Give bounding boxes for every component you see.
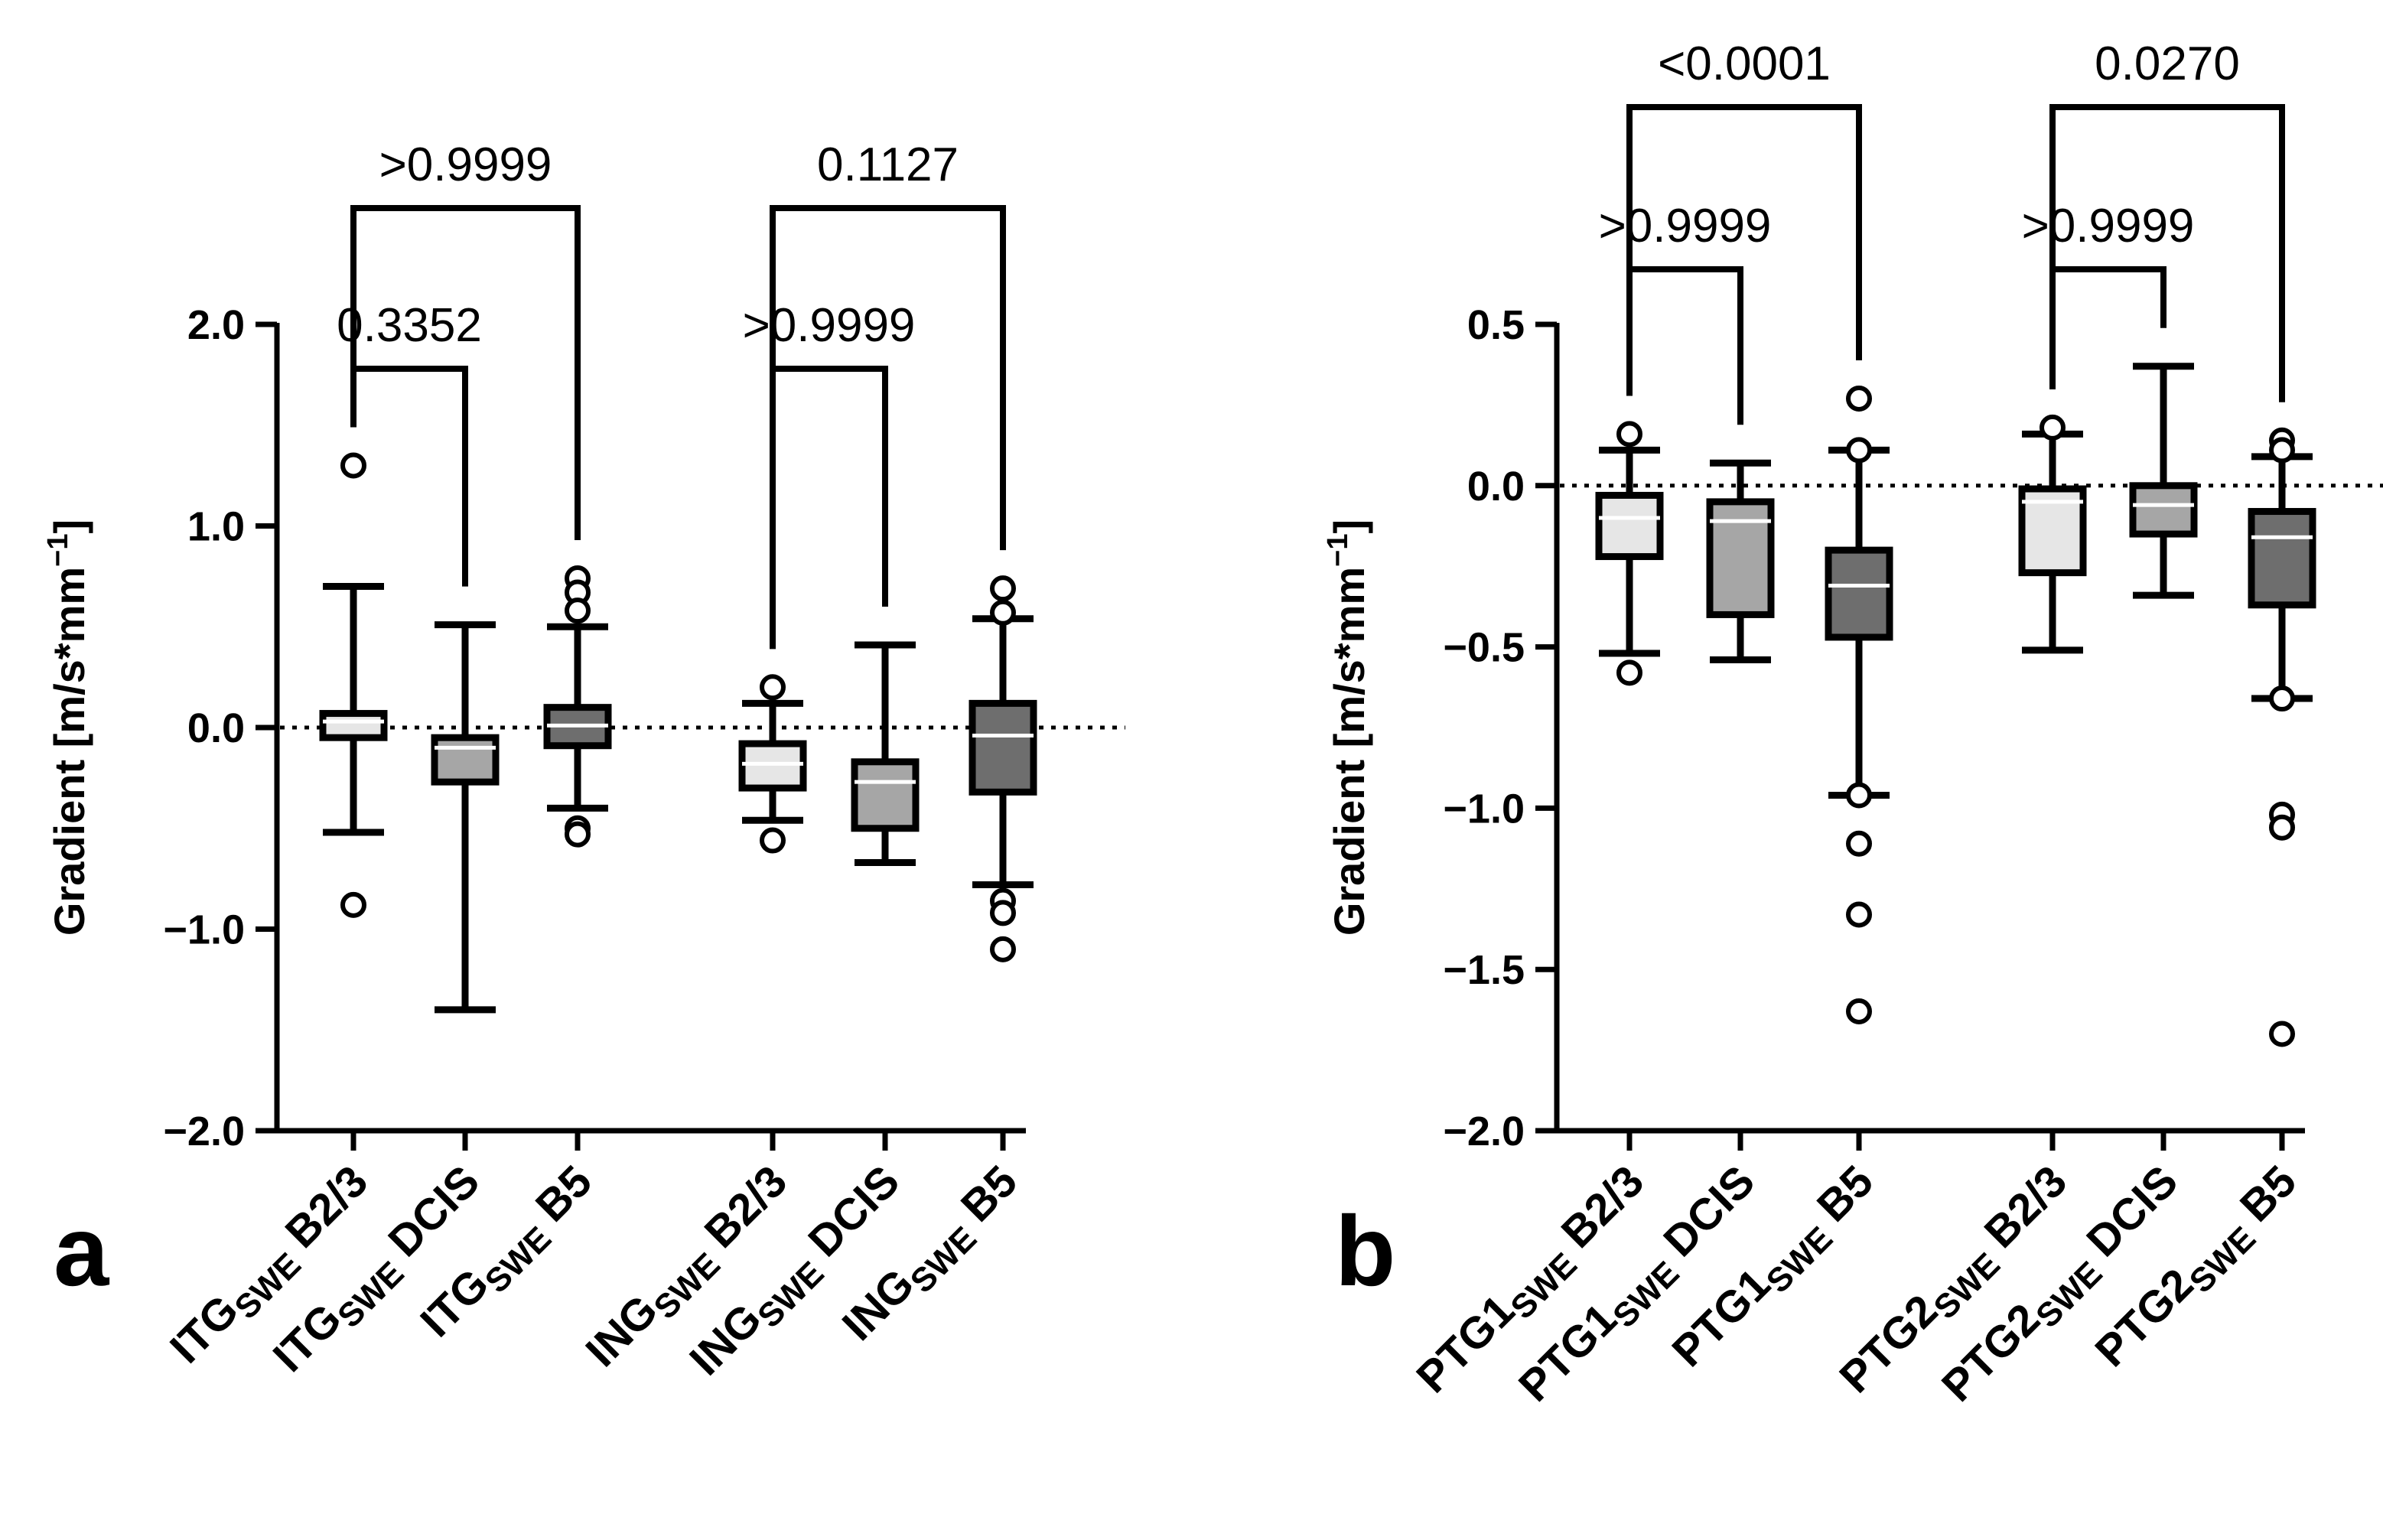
outlier-point [1846, 385, 1872, 412]
comparison-bracket [1626, 104, 1862, 396]
comparison-p-value: >0.9999 [379, 138, 552, 191]
outlier-point [1846, 782, 1872, 809]
y-tick-label: −2.0 [1443, 1109, 1525, 1154]
category-suffix: DCIS [2069, 1156, 2187, 1275]
y-tick-label: 1.0 [187, 504, 245, 550]
box-iqr [851, 758, 920, 832]
comparison-bracket [770, 366, 888, 650]
outlier-point [2269, 685, 2295, 712]
category-suffix: DCIS [370, 1156, 489, 1275]
outlier-point [2269, 437, 2295, 464]
outlier-point [1616, 659, 1642, 686]
box-4 [2018, 414, 2087, 654]
comparison-p-value: 0.3352 [337, 299, 482, 352]
outlier-point [1846, 998, 1872, 1025]
y-axis-label-bracket: ] [1325, 519, 1373, 534]
y-axis-label-bracket: ] [45, 519, 93, 534]
outlier-point [990, 900, 1016, 926]
outlier-point [1846, 901, 1872, 928]
box-iqr [969, 699, 1037, 796]
y-tick-label: −1.5 [1443, 947, 1525, 993]
y-axis-label-exponent: −1 [1322, 533, 1354, 566]
category-suffix: DCIS [1646, 1156, 1764, 1275]
outlier-point [565, 821, 591, 848]
box-iqr [1595, 491, 1664, 561]
comparison-bracket [1626, 266, 1743, 425]
box-6 [969, 575, 1037, 962]
box-iqr [1825, 546, 1893, 641]
comparison-p-value: >0.9999 [1599, 200, 1772, 252]
outlier-point [2269, 1021, 2295, 1047]
box-iqr [319, 710, 388, 741]
y-tick-label: 0.0 [187, 705, 245, 751]
y-tick-label: −1.0 [163, 907, 245, 953]
outlier-point [990, 599, 1016, 626]
box-1 [1595, 421, 1664, 686]
box-2 [431, 621, 500, 1014]
comparison-bracket [350, 205, 581, 541]
box-3 [543, 565, 612, 848]
comparison-bracket [2049, 266, 2167, 389]
comparison-bracket [2049, 104, 2285, 402]
box-6 [2248, 427, 2316, 1047]
y-axis-label: Gradient [m/s*mm−1] [1322, 519, 1373, 936]
y-tick-label: −0.5 [1443, 625, 1525, 671]
box-5 [851, 641, 920, 867]
outlier-point [2269, 814, 2295, 841]
category-suffix: DCIS [790, 1156, 909, 1275]
box-4 [738, 674, 807, 854]
comparison-p-value: >0.9999 [743, 299, 916, 352]
panel-label: a [54, 1195, 110, 1307]
box-iqr [2248, 508, 2316, 609]
panel-b: 0.5 0.0 −0.5 −1.0 −1.5 −2.0 Gradient [m/s*mm−1… [1322, 37, 2383, 1411]
comparison-p-value: >0.9999 [2022, 200, 2195, 252]
comparison-p-value: 0.0270 [2095, 37, 2240, 90]
outlier-point [990, 575, 1016, 602]
outlier-point [565, 597, 591, 624]
outlier-point [990, 936, 1016, 962]
outlier-point [1616, 421, 1642, 448]
box-3 [1825, 385, 1893, 1025]
comparison-p-value: <0.0001 [1658, 37, 1831, 90]
y-tick-label: −2.0 [163, 1109, 245, 1154]
outlier-point [760, 827, 786, 854]
panel-label: b [1335, 1195, 1395, 1307]
y-axis-label-exponent: −1 [42, 533, 74, 566]
box-iqr [738, 740, 807, 792]
box-iqr [2129, 482, 2198, 538]
y-tick-label: 0.0 [1467, 464, 1525, 510]
outlier-point [2040, 414, 2066, 441]
comparison-bracket [770, 205, 1006, 650]
y-tick-label: −1.0 [1443, 786, 1525, 832]
outlier-point [1846, 830, 1872, 857]
y-axis-label: Gradient [m/s*mm−1] [42, 519, 93, 936]
comparison-bracket [350, 366, 468, 587]
outlier-point [760, 674, 786, 701]
box-1 [319, 452, 388, 918]
y-tick-label: 0.5 [1467, 302, 1525, 348]
box-2 [1706, 459, 1775, 663]
box-5 [2129, 363, 2198, 599]
outlier-point [340, 891, 366, 918]
y-tick-label: 2.0 [187, 302, 245, 348]
outlier-point [340, 452, 366, 479]
outlier-point [1846, 437, 1872, 464]
box-iqr [1706, 498, 1775, 618]
box-iqr [431, 734, 500, 786]
comparison-p-value: 0.1127 [817, 138, 959, 191]
